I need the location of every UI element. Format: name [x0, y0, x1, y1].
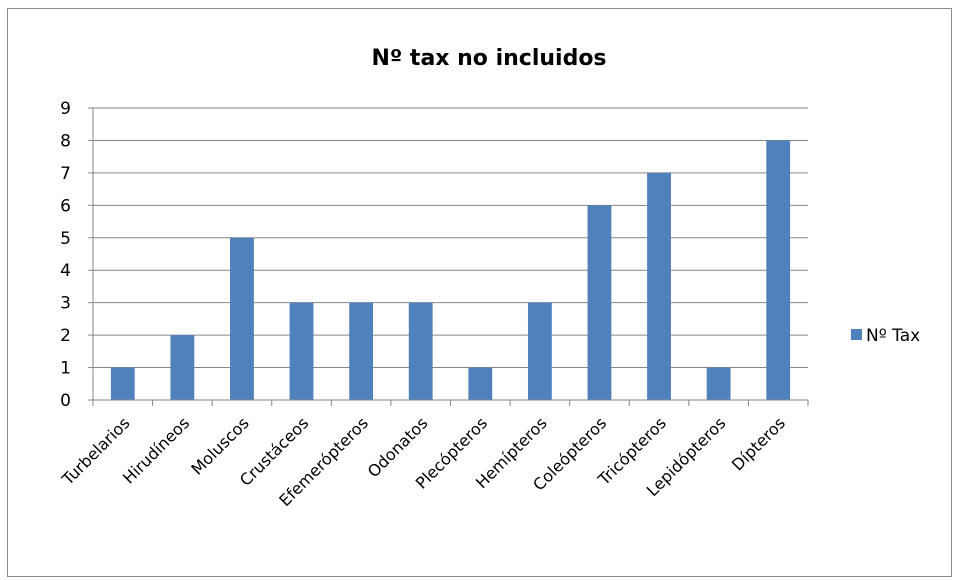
y-tick-label: 9 [60, 99, 71, 119]
chart-title: Nº tax no incluidos [371, 46, 606, 71]
gridlines [93, 107, 808, 369]
x-category-label: Dípteros [728, 413, 789, 474]
bar [230, 237, 254, 400]
axes [92, 108, 809, 406]
bar [527, 302, 552, 400]
bar [349, 302, 374, 400]
bar [408, 302, 433, 400]
bars [110, 140, 791, 400]
y-tick-label: 7 [60, 164, 71, 184]
bar [289, 302, 314, 400]
bar [110, 367, 135, 400]
legend: Nº Tax [851, 326, 920, 346]
bar [647, 172, 671, 400]
bar [170, 335, 195, 400]
bar [706, 367, 731, 400]
y-tick-label: 3 [60, 294, 71, 314]
legend-label: Nº Tax [866, 326, 920, 346]
y-tick-label: 5 [60, 229, 71, 249]
y-tick-label: 0 [60, 391, 71, 411]
bar [766, 140, 791, 400]
y-tick-label: 2 [60, 326, 71, 346]
y-tick-label: 4 [60, 261, 71, 281]
y-tick-label: 6 [60, 196, 71, 216]
y-tick-label: 8 [60, 131, 71, 151]
bar [468, 367, 493, 400]
y-axis-ticks: 0 1 2 3 4 5 6 7 8 9 [60, 99, 93, 411]
legend-swatch [851, 329, 862, 340]
chart-frame [7, 8, 952, 577]
y-tick-label: 1 [60, 359, 71, 379]
bar [587, 205, 612, 400]
x-axis-categories: TurbelariosHirudíneosMoluscosCrustáceosE… [58, 413, 789, 510]
